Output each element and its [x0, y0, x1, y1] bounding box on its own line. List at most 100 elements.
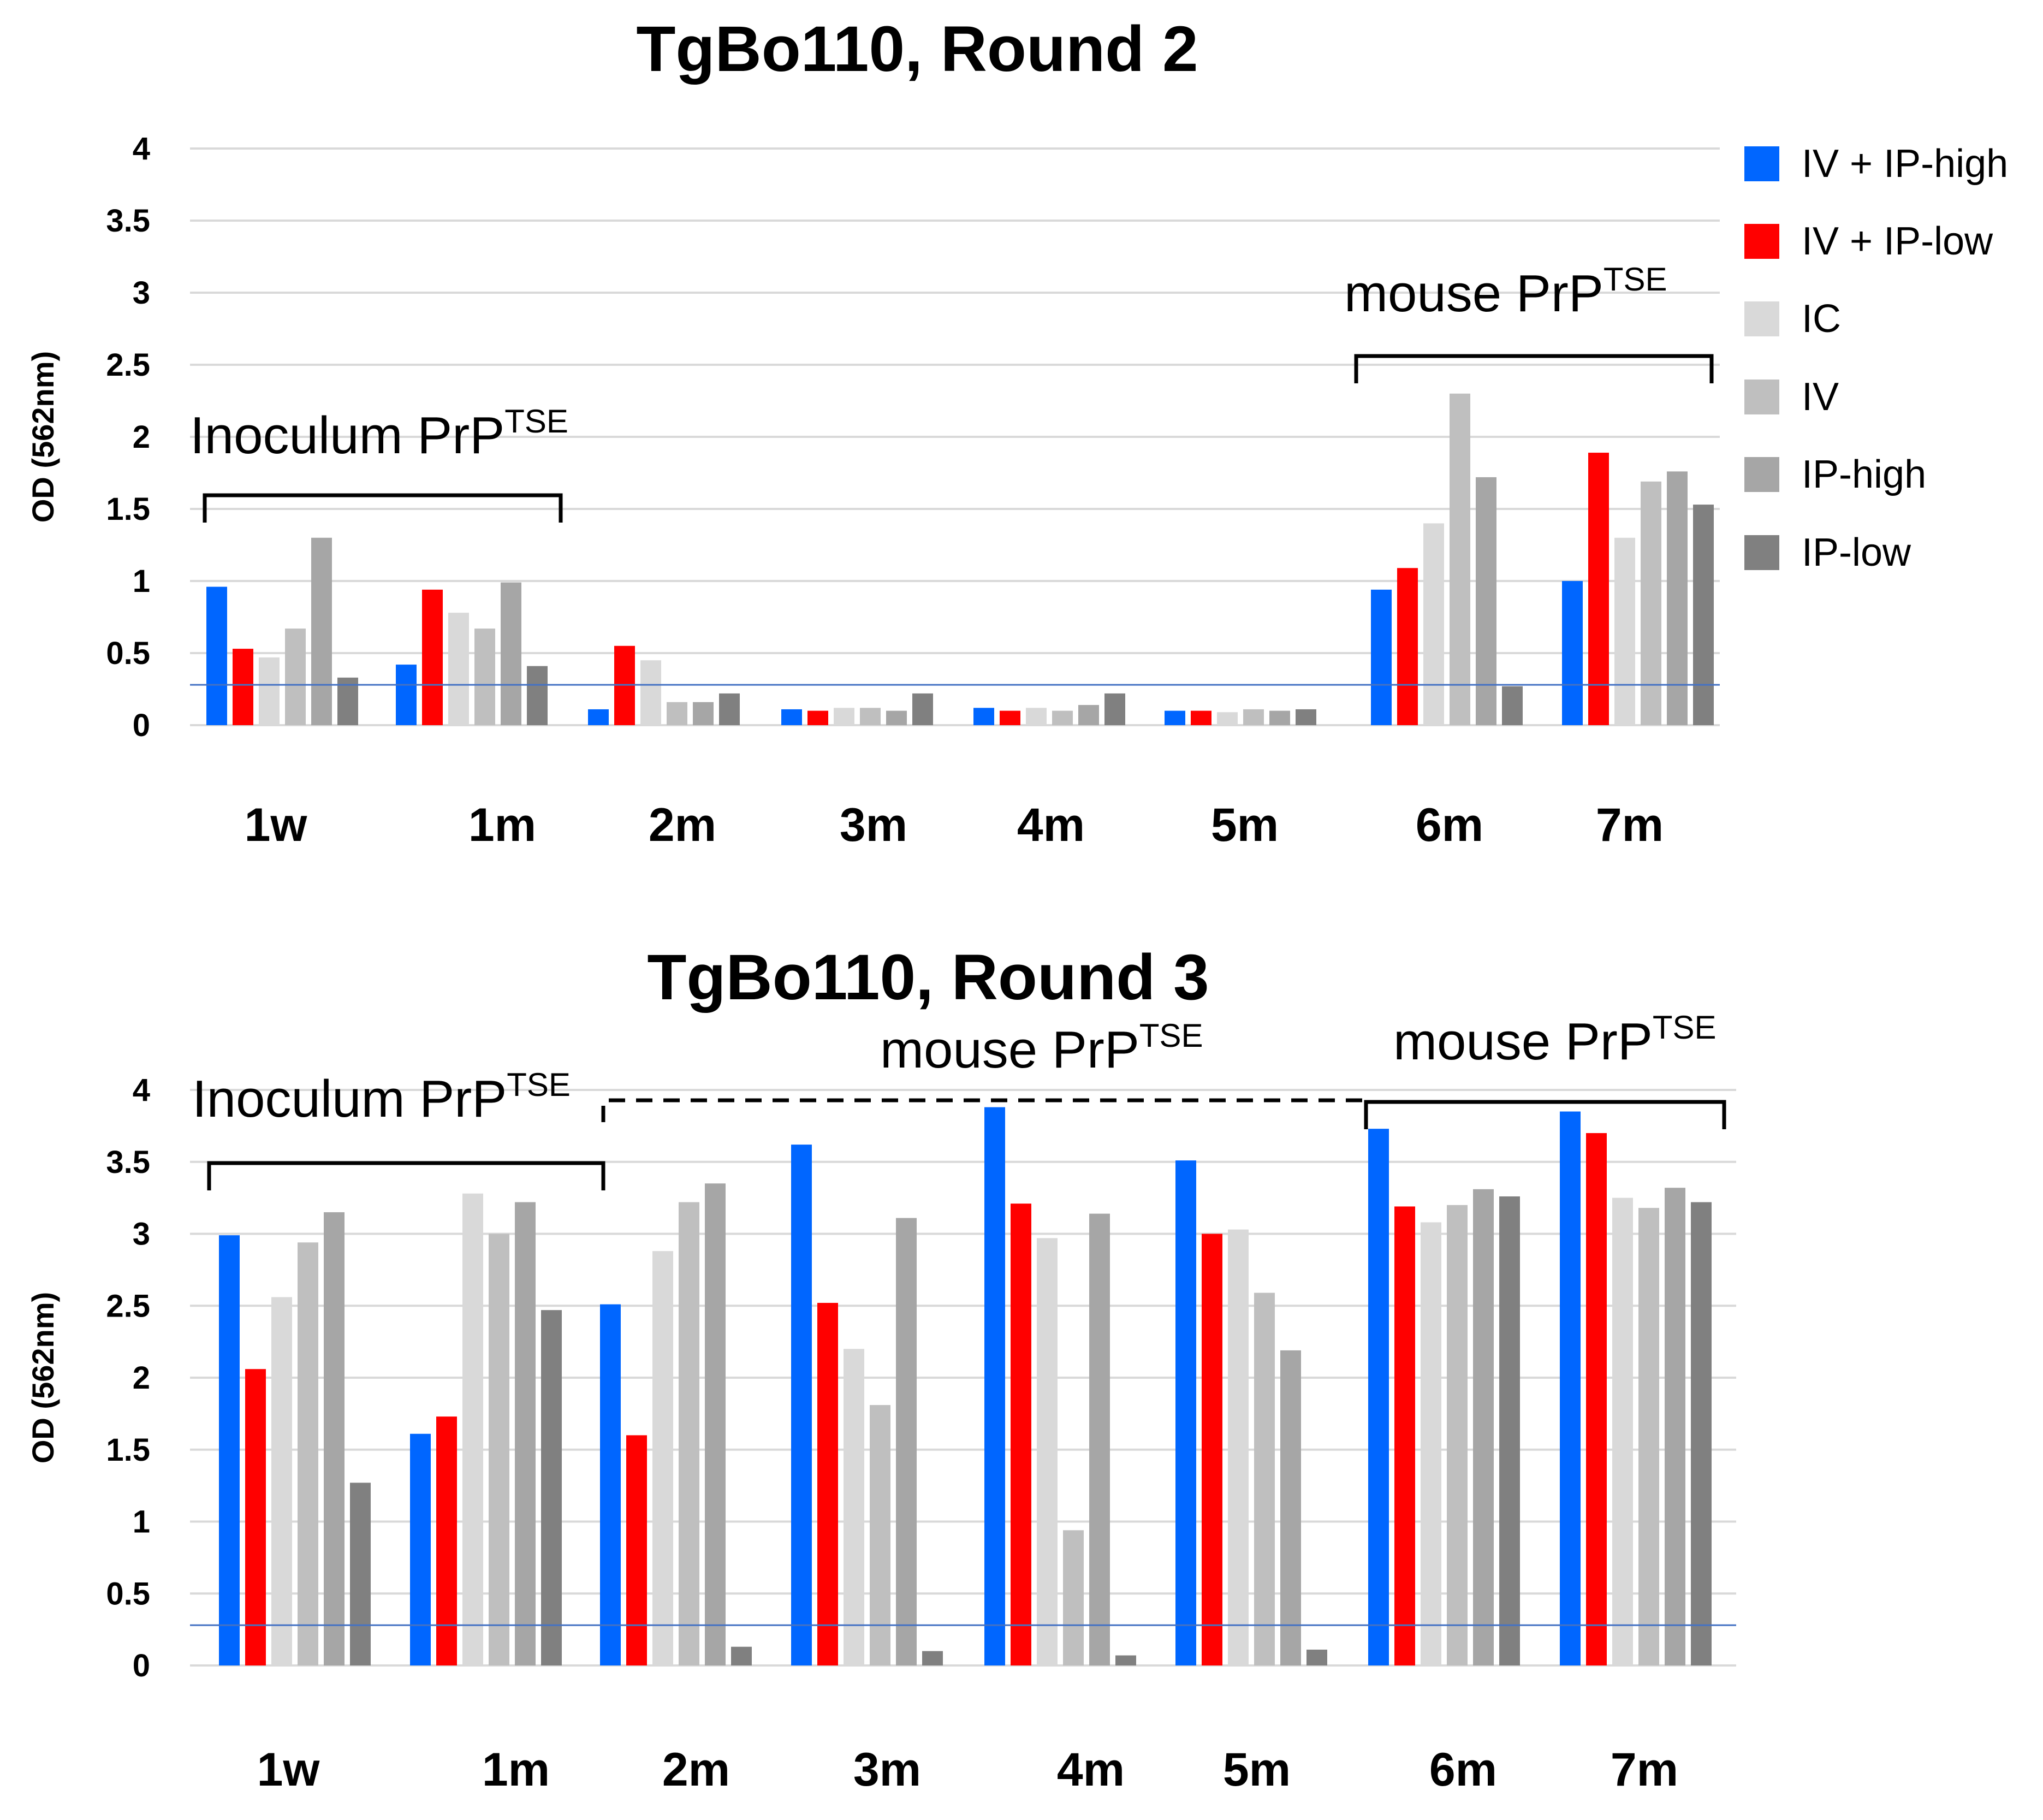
x-tick-label: 7m [1596, 799, 1664, 851]
bar-7m-iv-ip-low [1586, 1133, 1607, 1665]
bar-6m-iv-ip-high [1371, 589, 1392, 725]
x-tick-label: 1m [482, 1744, 550, 1796]
y-tick-label: 2.5 [106, 1288, 150, 1324]
bar-3m-iv-ip-high [791, 1145, 812, 1665]
bar-7m-ip-high [1665, 1188, 1685, 1665]
bar-6m-iv-ip-low [1394, 1206, 1415, 1665]
bar-2m-iv-ip-low [626, 1435, 647, 1665]
bar-3m-ip-high [896, 1218, 917, 1665]
bar-5m-ip-high [1269, 710, 1290, 725]
bar-5m-iv-ip-high [1175, 1160, 1196, 1665]
legend-label: IV + IP-low [1802, 220, 1993, 263]
bar-6m-ip-high [1473, 1189, 1494, 1665]
x-tick-label: 5m [1223, 1744, 1291, 1796]
bar-5m-iv-ip-low [1202, 1234, 1222, 1665]
bar-1m-iv [489, 1234, 509, 1665]
y-tick-label: 0 [133, 708, 150, 743]
legend-swatch [1744, 146, 1779, 181]
legend-swatch [1744, 457, 1779, 492]
bar-6m-iv-ip-low [1397, 568, 1418, 725]
bracket [203, 493, 563, 523]
bar-3m-ip-high [886, 710, 907, 725]
y-tick-label: 2 [133, 1360, 150, 1396]
bar-2m-iv [667, 702, 687, 725]
bar-1w-ic [259, 657, 280, 725]
bar-5m-ip-high [1280, 1350, 1301, 1665]
bar-1w-iv-ip-high [206, 586, 227, 725]
x-tick-label: 1m [468, 799, 536, 851]
x-tick-label: 2m [662, 1744, 730, 1796]
legend-swatch [1744, 380, 1779, 414]
legend-swatch [1744, 301, 1779, 336]
legend-label: IP-high [1802, 453, 1926, 496]
chart-round-2: TgBo110, Round 2 0 0.5 1 1.5 2 2.5 3 3.5 4 OD (562… [26, 13, 1720, 851]
y-tick-label: 2.5 [106, 347, 150, 383]
annotation-label: Inoculum PrPTSE [192, 1066, 571, 1128]
bar-6m-ic [1421, 1222, 1441, 1665]
x-tick-label: 5m [1211, 799, 1279, 851]
bar-1w-ip-low [350, 1483, 371, 1665]
bar-7m-ip-low [1691, 1202, 1712, 1665]
y-tick-label: 1.5 [106, 491, 150, 527]
bar-3m-ip-low [922, 1651, 943, 1665]
bar-1m-ic [462, 1193, 483, 1665]
bar-6m-iv [1447, 1205, 1468, 1665]
bar-1w-iv-ip-high [219, 1235, 240, 1665]
y-tick-label: 3.5 [106, 203, 150, 239]
x-tick-label: 6m [1416, 799, 1483, 851]
annotation-label: mouse PrPTSE [880, 1017, 1203, 1079]
annotation-label: Inoculum PrPTSE [190, 403, 568, 465]
bar-7m-iv-ip-high [1562, 581, 1583, 725]
bar-6m-ip-low [1499, 1196, 1520, 1665]
bar-4m-iv-ip-high [984, 1107, 1005, 1665]
bar-5m-ic [1217, 712, 1238, 725]
x-tick-label: 6m [1429, 1744, 1497, 1796]
y-tick-label: 4 [133, 1072, 150, 1108]
bracket [1364, 1100, 1726, 1129]
bar-5m-iv [1243, 709, 1264, 725]
bar-7m-iv-ip-low [1588, 453, 1609, 725]
bar-4m-iv [1052, 710, 1073, 725]
bar-7m-iv [1638, 1208, 1659, 1665]
bar-6m-iv [1450, 393, 1470, 725]
bar-1m-ip-high [501, 582, 521, 725]
bar-1m-iv-ip-high [396, 665, 417, 725]
y-tick-label: 1 [133, 1504, 150, 1540]
x-tick-label: 1w [245, 799, 308, 851]
bar-1m-iv-ip-low [422, 589, 443, 725]
bar-1w-iv [285, 629, 306, 725]
annotation-label: mouse PrPTSE [1393, 1009, 1717, 1071]
bar-6m-ip-low [1502, 686, 1523, 725]
bar-1m-ip-high [515, 1202, 536, 1665]
bar-1m-iv-ip-low [436, 1416, 457, 1665]
legend-label: IV + IP-high [1802, 142, 2008, 186]
bar-2m-ip-high [693, 702, 714, 725]
y-tick-label: 0 [133, 1648, 150, 1683]
y-tick-label: 3 [133, 1217, 150, 1252]
bar-2m-iv-ip-high [600, 1304, 621, 1665]
legend-label: IP-low [1802, 531, 1911, 574]
bar-3m-ip-low [912, 693, 933, 725]
bar-2m-ic [652, 1251, 673, 1665]
x-tick-label: 4m [1017, 799, 1085, 851]
bar-1w-ip-high [311, 537, 332, 725]
y-tick-label: 0.5 [106, 636, 150, 671]
bar-4m-ip-high [1078, 705, 1099, 725]
bar-2m-ic [640, 660, 661, 725]
bar-2m-ip-high [705, 1183, 726, 1665]
bar-5m-iv [1254, 1293, 1275, 1665]
bar-7m-iv [1641, 481, 1661, 725]
bar-1m-ip-low [541, 1310, 562, 1665]
bar-7m-ip-low [1693, 505, 1714, 725]
y-tick-label: 2 [133, 419, 150, 455]
bar-1w-iv-ip-low [245, 1369, 266, 1665]
annotation-label: mouse PrPTSE [1344, 261, 1667, 323]
bar-1w-ic [271, 1297, 292, 1665]
bar-4m-iv-ip-low [1000, 710, 1020, 725]
bar-4m-ic [1037, 1238, 1058, 1665]
y-tick-label: 1 [133, 564, 150, 599]
bar-7m-iv-ip-high [1560, 1111, 1581, 1665]
bar-2m-iv-ip-high [588, 709, 609, 725]
